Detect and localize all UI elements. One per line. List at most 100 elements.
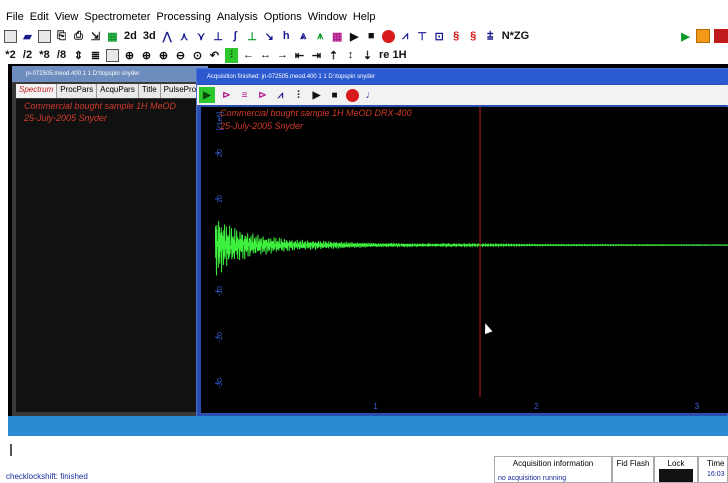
hp-icon[interactable]: h xyxy=(282,30,290,42)
multiplet-icon[interactable]: ↘ xyxy=(264,30,274,43)
pulse-icon[interactable]: ⊳ xyxy=(258,89,267,101)
shift-left-icon[interactable]: ← xyxy=(243,49,254,61)
x-tick-label: 1 xyxy=(373,402,378,411)
y-axis-label: [*1e6] xyxy=(217,112,224,130)
stop-square-icon[interactable]: ■ xyxy=(367,30,375,42)
menu-window[interactable]: Window xyxy=(307,11,347,23)
zoom-in-icon[interactable]: ⊕ xyxy=(141,49,152,62)
menu-options[interactable]: Options xyxy=(263,11,302,23)
shift-down-icon[interactable]: ⇣ xyxy=(362,49,373,62)
menu-spectrometer[interactable]: Spectrometer xyxy=(84,11,151,23)
x-tick-label: 3 xyxy=(695,402,700,411)
spectrum-pane[interactable]: Commercial bought sample 1H MeOD 25-July… xyxy=(16,99,202,412)
new-file-icon[interactable] xyxy=(4,29,17,43)
menu-bar: File Edit View Spectrometer Processing A… xyxy=(0,8,728,26)
copy-icon[interactable]: ⎘ xyxy=(57,29,66,42)
phase-icon[interactable]: ⋎ xyxy=(197,30,206,43)
deconvolution-icon[interactable]: ⩚ xyxy=(317,29,324,42)
zoom-x-icon[interactable]: ⊕ xyxy=(158,49,169,62)
expand-icon[interactable]: ↔ xyxy=(260,49,271,61)
center-icon[interactable]: ↕ xyxy=(347,49,354,61)
tab-title[interactable]: Title xyxy=(138,84,161,98)
acquisition-toolbar: ▶ ⊳ ≡ ⊳ ⩘ ⫶ ▶ ■ ♩ xyxy=(197,85,728,105)
integrate-icon[interactable]: ∫ xyxy=(233,30,237,42)
stop-icon[interactable] xyxy=(346,88,359,102)
y-tick-label: -20 xyxy=(217,332,224,342)
interactive-icon[interactable]: ♩ xyxy=(365,89,376,101)
menu-edit[interactable]: Edit xyxy=(29,11,49,23)
scale-icon[interactable]: ≣ xyxy=(90,49,101,62)
go-left-end-icon[interactable]: ⇤ xyxy=(294,49,305,62)
grid-icon[interactable]: ▦ xyxy=(331,30,343,43)
stop-icon[interactable] xyxy=(381,29,395,43)
tab-spectrum[interactable]: Spectrum xyxy=(16,84,58,98)
menu-help[interactable]: Help xyxy=(352,11,376,23)
zoom-out-icon[interactable]: ⊖ xyxy=(175,49,186,62)
peak-pick-icon[interactable]: ⋀ xyxy=(162,30,172,43)
baseline-icon[interactable]: ⊥ xyxy=(213,30,223,43)
view-3d-button[interactable]: 3d xyxy=(142,30,156,42)
menu-analysis[interactable]: Analysis xyxy=(216,11,258,23)
observe-icon[interactable]: ⩘ xyxy=(277,89,284,101)
lock-icon[interactable]: § xyxy=(453,30,460,42)
gradient-icon[interactable]: ≡ xyxy=(241,89,248,101)
zoom-icon[interactable]: ⊕ xyxy=(124,49,135,62)
view-2d-button[interactable]: 2d xyxy=(124,30,137,42)
print-icon[interactable]: ⎙ xyxy=(74,29,83,42)
fid-plot-area[interactable]: 20 10 0 -10 -20 -30 [*1e6] 1 2 3 xyxy=(214,107,728,413)
data-window-background[interactable]: jn-072505.meod.400 1 1 D:\topspin snyder… xyxy=(12,66,208,416)
zoom-reset-icon[interactable]: ⊙ xyxy=(192,49,203,62)
scale-updown-icon[interactable]: ⇕ xyxy=(73,49,84,62)
multiply-8-button[interactable]: *8 xyxy=(39,49,50,61)
menu-view[interactable]: View xyxy=(54,11,79,23)
multiply-2-button[interactable]: *2 xyxy=(5,49,16,61)
shift-right-icon[interactable]: → xyxy=(277,49,288,61)
reference-button[interactable]: re 1H xyxy=(379,49,407,61)
full-range-icon[interactable] xyxy=(106,48,119,62)
multi-peak-icon[interactable]: ⋏ xyxy=(180,30,189,43)
linewidth-icon[interactable]: ⩓ xyxy=(300,29,307,42)
acq-info-value: no acquisition running xyxy=(498,475,567,482)
divide-2-button[interactable]: /2 xyxy=(22,49,33,61)
open-folder-icon[interactable]: ▰ xyxy=(23,30,32,43)
dataset-tabs: Spectrum ProcPars AcquPars Title PulsePr… xyxy=(16,84,208,98)
acquire-icon[interactable]: ⊳ xyxy=(222,89,231,101)
undo-zoom-icon[interactable]: ↶ xyxy=(209,49,220,62)
menu-file[interactable]: File xyxy=(6,11,24,23)
bar-icon[interactable]: ⫶ xyxy=(297,89,300,101)
fid-flash-panel: Fid Flash xyxy=(612,456,654,483)
tab-procpars[interactable]: ProcPars xyxy=(57,84,98,98)
go-right-end-icon[interactable]: ⇥ xyxy=(311,49,322,62)
y-axis-strip xyxy=(201,107,215,413)
shim-icon[interactable]: ⊡ xyxy=(434,30,444,43)
pause-icon[interactable] xyxy=(696,29,710,43)
main-toolbar: ▰ ⎘ ⎙ ⇲ ▦ 2d 3d ⋀ ⋏ ⋎ ⊥ ∫ ⊥ ↘ h ⩓ ⩚ ▦ ▶ … xyxy=(4,27,728,45)
go-icon[interactable]: ▶ xyxy=(312,89,321,101)
tune-icon[interactable]: § xyxy=(470,30,477,42)
time-panel: Time 16:03 xyxy=(698,456,728,483)
run-icon[interactable]: ▶ xyxy=(681,30,690,43)
acq-command-button[interactable]: N*ZG xyxy=(501,30,530,42)
halt-icon[interactable] xyxy=(714,29,728,43)
sample-note: Commercial bought sample 1H MeOD DRX-400 xyxy=(220,108,412,118)
probe-icon[interactable]: ⊤ xyxy=(417,30,427,43)
window-title[interactable]: Acquisition finished: jn-072505.meod.400… xyxy=(197,69,728,84)
fid-icon[interactable]: ⩘ xyxy=(402,29,409,42)
spectrum-view-icon[interactable]: ⫶ xyxy=(225,47,238,63)
sample-icon[interactable]: ⩲ xyxy=(486,29,494,42)
spectrum-display-icon[interactable]: ▶ xyxy=(199,87,215,103)
acquisition-info-panel: Acquisition information no acquisition r… xyxy=(494,456,612,483)
calibrate-icon[interactable]: ⊥ xyxy=(247,30,257,43)
play-icon[interactable]: ▶ xyxy=(349,30,359,43)
stop-square-icon[interactable]: ■ xyxy=(331,89,338,101)
divide-8-button[interactable]: /8 xyxy=(56,49,67,61)
window-title[interactable]: jn-072505.meod.400 1 1 D:\topspin snyder xyxy=(12,66,208,82)
save-icon[interactable]: ▦ xyxy=(107,30,118,43)
new-window-icon[interactable] xyxy=(38,29,51,43)
shift-up-icon[interactable]: ⇡ xyxy=(328,49,339,62)
tab-acqupars[interactable]: AcquPars xyxy=(97,84,139,98)
menu-processing[interactable]: Processing xyxy=(156,11,211,23)
acquisition-window[interactable]: Acquisition finished: jn-072505.meod.400… xyxy=(196,68,728,418)
export-icon[interactable]: ⇲ xyxy=(90,30,101,43)
status-message: checklockshift: finished xyxy=(6,472,88,481)
